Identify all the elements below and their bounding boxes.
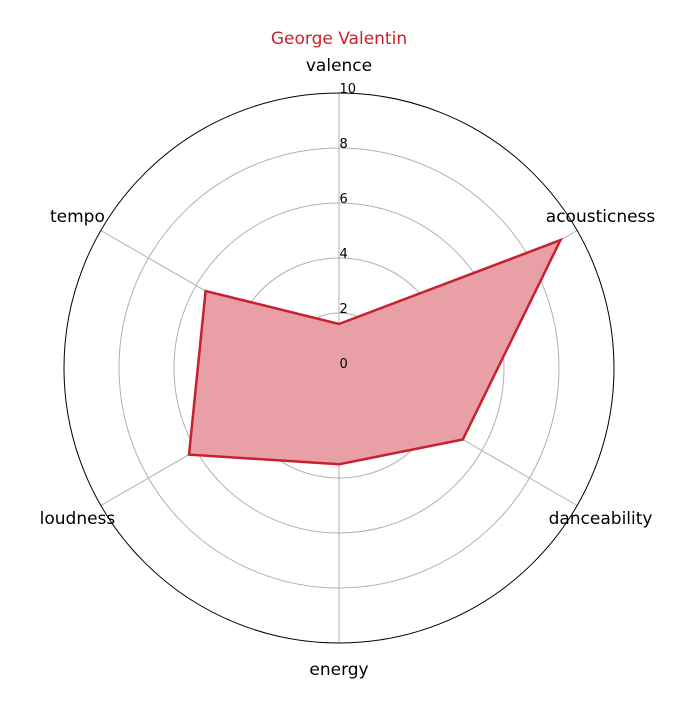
radial-tick-label: 10 xyxy=(340,82,357,97)
axis-label-tempo: tempo xyxy=(50,207,105,227)
outer-frame xyxy=(63,92,615,644)
axis-label-loudness: loudness xyxy=(40,509,116,529)
radial-tick-label: 6 xyxy=(340,192,348,207)
radial-tick-label: 2 xyxy=(340,302,348,317)
series-line xyxy=(187,237,564,466)
radial-tick-label: 4 xyxy=(340,247,348,262)
axis-label-danceability: danceability xyxy=(549,509,653,529)
radial-tick-label: 8 xyxy=(340,137,348,152)
data-layer xyxy=(187,237,564,466)
radial-tick-label: 0 xyxy=(340,357,348,372)
axis-label-acousticness: acousticness xyxy=(546,207,656,227)
axis-label-valence: valence xyxy=(306,56,372,76)
series-area xyxy=(189,240,561,465)
axis-label-energy: energy xyxy=(309,660,368,680)
chart-title: George Valentin xyxy=(271,29,407,49)
labels: 0 2 4 6 8 10 valence acousticness danceability en… xyxy=(40,56,656,680)
